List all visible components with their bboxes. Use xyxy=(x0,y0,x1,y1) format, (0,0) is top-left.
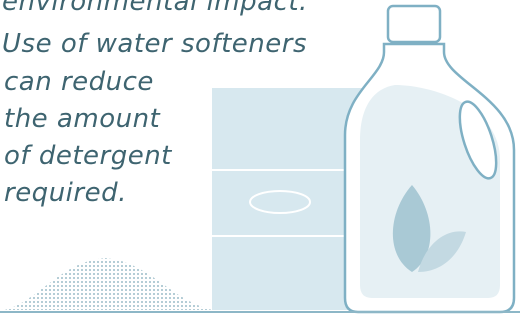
text-line: required. xyxy=(4,178,127,208)
bottle-cap xyxy=(388,6,440,42)
page: {"text": {"lines": ["environmental impac… xyxy=(0,0,520,316)
text-line: of detergent xyxy=(4,141,172,171)
powder-mound xyxy=(5,258,212,310)
text-line: environmental impact. xyxy=(2,0,308,17)
text-line: the amount xyxy=(4,104,161,134)
text-line: can reduce xyxy=(4,67,154,97)
text-line: Use of water softeners xyxy=(2,29,307,59)
illustration: environmental impact. Use of water softe… xyxy=(0,0,520,316)
